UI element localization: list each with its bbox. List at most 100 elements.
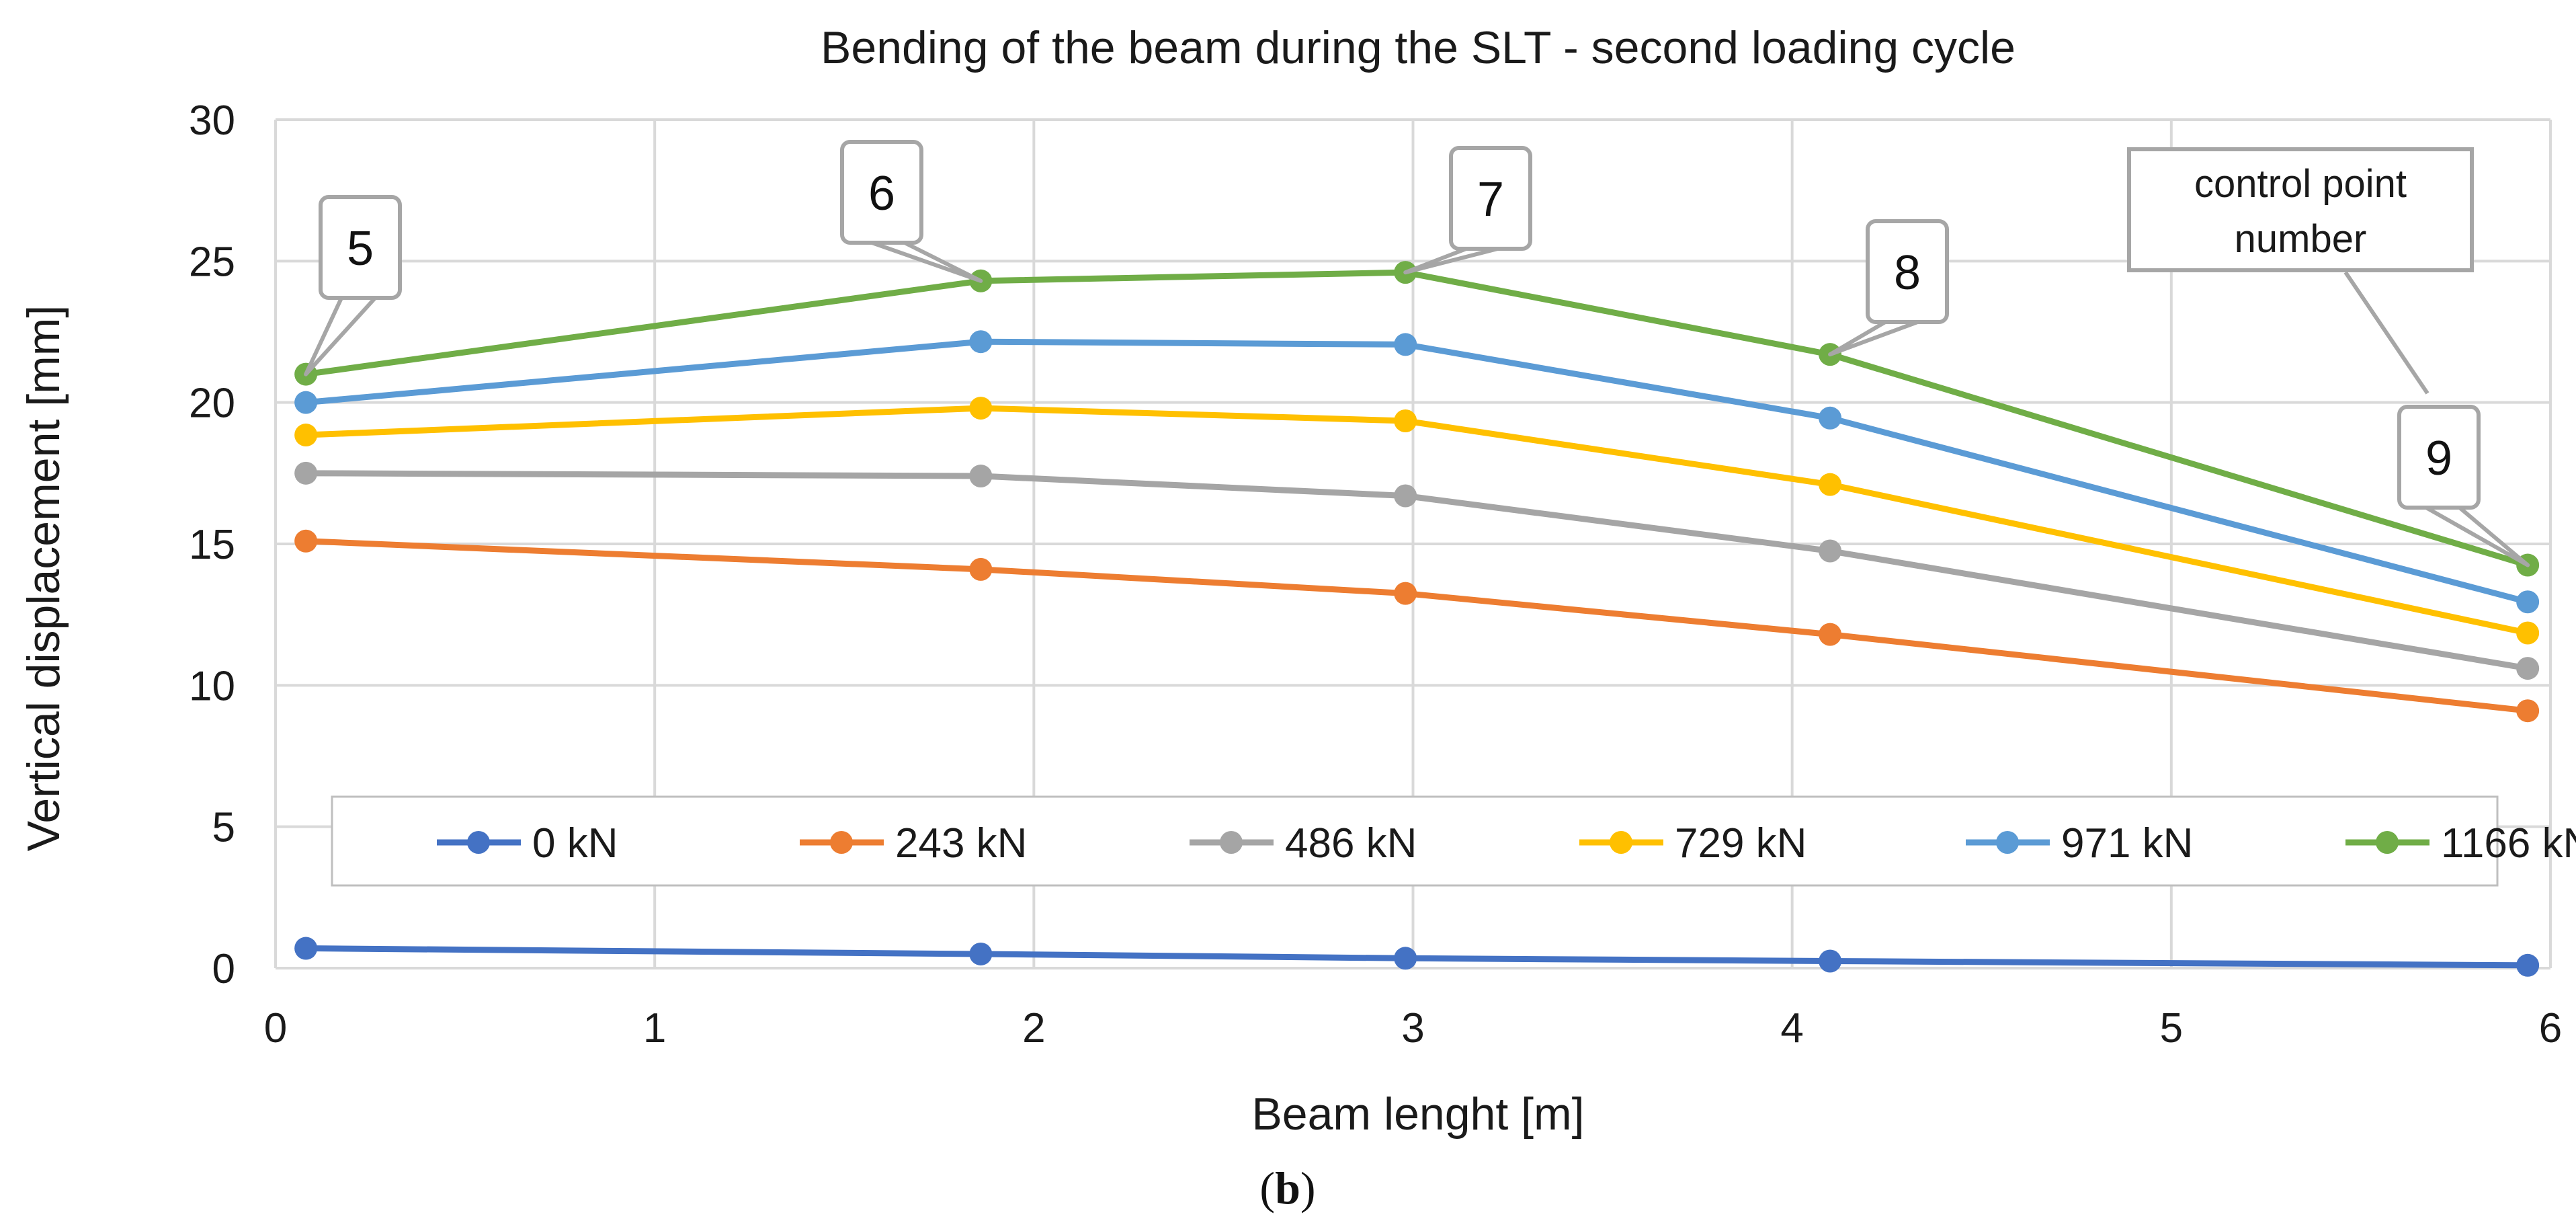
- y-tick-label: 10: [189, 663, 235, 709]
- data-point: [969, 397, 993, 420]
- data-point: [969, 557, 993, 581]
- legend-label: 1166 kN: [2441, 820, 2576, 867]
- callout-leader: [304, 293, 380, 376]
- legend-label: 486 kN: [1285, 820, 1417, 867]
- x-tick-label: 5: [2160, 1005, 2183, 1052]
- data-point: [969, 942, 993, 965]
- data-point: [1819, 949, 1842, 973]
- x-tick-label: 4: [1780, 1005, 1803, 1052]
- x-tick-label: 2: [1022, 1005, 1045, 1052]
- callout-label: 9: [2425, 432, 2452, 485]
- callout-box: [319, 195, 402, 300]
- y-tick-label: 15: [189, 522, 235, 568]
- data-point: [294, 461, 318, 485]
- legend-item: 1166 kN: [2345, 820, 2576, 867]
- grid-lines: [274, 118, 2552, 969]
- legend-item: 729 kN: [1579, 820, 1806, 867]
- legend-label: 243 kN: [895, 820, 1027, 867]
- legend: 0 kN 243 kN 486 kN 729 kN 971 kN 1166 kN: [331, 795, 2576, 887]
- callout-box: [2397, 405, 2481, 510]
- series-0-kn: [294, 937, 2540, 977]
- callout-control-point-8: 8: [1828, 219, 1949, 357]
- legend-label: 0 kN: [532, 820, 618, 867]
- x-tick-label: 3: [1401, 1005, 1424, 1052]
- series-243-kn: [294, 529, 2540, 723]
- series-line: [302, 945, 2531, 969]
- data-point: [969, 330, 993, 354]
- control-point-note-line-1: control point: [2194, 162, 2407, 206]
- data-point: [1394, 947, 1417, 970]
- data-point: [294, 424, 318, 447]
- legend-label: 971 kN: [2061, 820, 2193, 867]
- callout-control-point-5: 5: [304, 195, 402, 376]
- callout-box: [840, 140, 923, 245]
- control-point-note-box: [2127, 147, 2474, 272]
- y-tick-label: 25: [189, 239, 235, 285]
- control-point-note-leader: [2343, 271, 2429, 395]
- legend-item: 243 kN: [800, 820, 1027, 867]
- data-series: [294, 261, 2540, 977]
- series-486-kn: [294, 461, 2540, 680]
- data-point: [1819, 623, 1842, 646]
- data-point: [2516, 621, 2540, 645]
- series-line: [302, 470, 2531, 672]
- control-point-note-line-2: number: [2235, 217, 2367, 261]
- data-point: [2516, 953, 2540, 977]
- legend-swatch-marker: [1996, 831, 2019, 854]
- callout-control-point-7: 7: [1403, 146, 1532, 275]
- data-point: [1819, 473, 1842, 496]
- data-point: [294, 529, 318, 553]
- callout-box: [1866, 219, 1949, 324]
- data-point: [2516, 699, 2540, 723]
- data-point: [1394, 582, 1417, 605]
- figure-caption: (b): [1259, 1162, 1315, 1214]
- x-tick-label: 0: [264, 1005, 287, 1052]
- data-point: [1394, 333, 1417, 356]
- series-729-kn: [294, 397, 2540, 645]
- callout-control-point-6: 6: [840, 140, 983, 283]
- y-tick-label: 5: [212, 805, 235, 851]
- x-tick-label: 6: [2539, 1005, 2562, 1052]
- data-point: [294, 391, 318, 414]
- data-point: [1819, 406, 1842, 430]
- legend-swatch-marker: [830, 831, 853, 854]
- control-point-note: control point number: [2127, 147, 2474, 395]
- x-tick-label: 1: [643, 1005, 666, 1052]
- legend-swatch-marker: [467, 831, 490, 854]
- callout-box: [1449, 146, 1532, 251]
- legend-swatch-marker: [1220, 831, 1243, 854]
- data-point: [294, 937, 318, 960]
- callout-label: 6: [868, 167, 895, 221]
- control-point-callouts: 5 6 7 8 9: [304, 140, 2530, 567]
- y-axis-title: Vertical displacement [mm]: [18, 305, 69, 852]
- callout-label: 7: [1477, 173, 1504, 227]
- legend-swatch-marker: [2376, 831, 2399, 854]
- chart-title: Bending of the beam during the SLT - sec…: [821, 22, 2016, 73]
- data-point: [1394, 484, 1417, 508]
- series-971-kn: [294, 330, 2540, 614]
- callout-label: 5: [347, 222, 374, 276]
- y-tick-label: 0: [212, 946, 235, 992]
- legend-item: 486 kN: [1190, 820, 1417, 867]
- y-axis-ticks: 0 5 10 15 20 25 30: [189, 97, 235, 992]
- legend-item: 971 kN: [1966, 820, 2193, 867]
- x-axis-ticks: 0 1 2 3 4 5 6: [264, 1005, 2562, 1052]
- series-1166-kn: [294, 261, 2540, 577]
- data-point: [2516, 657, 2540, 680]
- legend-item: 0 kN: [437, 820, 618, 867]
- callout-label: 8: [1894, 246, 1921, 300]
- x-axis-title: Beam lenght [m]: [1251, 1088, 1584, 1140]
- callout-control-point-9: 9: [2397, 405, 2530, 567]
- data-point: [1394, 409, 1417, 433]
- y-tick-label: 20: [189, 381, 235, 427]
- data-point: [2516, 590, 2540, 614]
- y-tick-label: 30: [189, 97, 235, 144]
- legend-swatch-marker: [1610, 831, 1632, 854]
- callout-leader: [1828, 317, 1927, 357]
- legend-label: 729 kN: [1675, 820, 1806, 867]
- legend-box: [331, 795, 2499, 887]
- data-point: [969, 465, 993, 488]
- series-line: [302, 405, 2531, 637]
- data-point: [1819, 539, 1842, 563]
